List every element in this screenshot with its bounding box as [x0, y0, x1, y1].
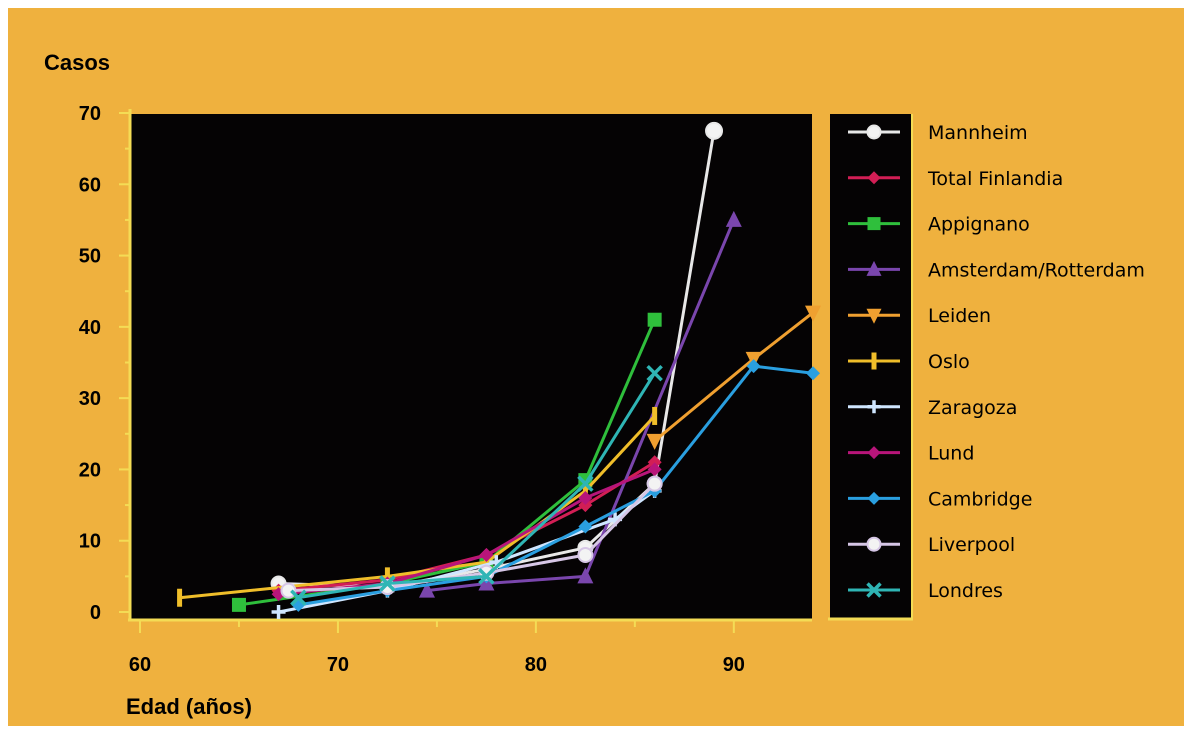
- series-amsterdam-rotterdam: [419, 210, 742, 598]
- data-point: [577, 546, 594, 563]
- legend-label: Mannheim: [928, 122, 1028, 144]
- series-londres: [290, 364, 663, 606]
- legend-label: Appignano: [928, 214, 1030, 236]
- data-point: [280, 582, 297, 599]
- data-point: [271, 605, 286, 619]
- legend-marker: [866, 582, 882, 598]
- legend-item: Leiden: [848, 305, 991, 327]
- x-tick-label: 70: [327, 654, 349, 676]
- plot-area: [131, 114, 812, 619]
- legend-item: Cambridge: [848, 488, 1032, 510]
- y-tick-label: 60: [79, 174, 101, 196]
- data-point: [577, 567, 594, 584]
- data-point: [647, 312, 662, 327]
- legend-label: Oslo: [928, 351, 970, 373]
- legend-marker: [867, 400, 881, 414]
- data-point: [231, 597, 246, 612]
- legend-label: Liverpool: [928, 534, 1015, 556]
- legend-item: Liverpool: [848, 534, 1015, 556]
- legend-item: Zaragoza: [848, 397, 1017, 419]
- series-layer: [177, 121, 821, 619]
- legend-marker: [866, 308, 882, 324]
- legend-label: Lund: [928, 443, 974, 465]
- data-point: [646, 433, 663, 450]
- y-axis-title: Casos: [44, 50, 110, 75]
- series-line: [425, 218, 736, 593]
- legend-label: Londres: [928, 580, 1003, 602]
- y-tick-label: 0: [90, 602, 101, 624]
- legend-item: Mannheim: [848, 122, 1028, 144]
- series-oslo: [177, 406, 658, 607]
- y-tick-label: 70: [79, 103, 101, 125]
- x-tick-label: 90: [723, 654, 745, 676]
- legend-item: Total Finlandia: [848, 168, 1063, 190]
- x-tick-label: 80: [525, 654, 547, 676]
- x-axis-title: Edad (años): [126, 694, 252, 719]
- legend-item: Oslo: [848, 351, 970, 373]
- data-point: [647, 455, 662, 470]
- data-point: [290, 589, 307, 606]
- data-point: [578, 519, 593, 534]
- legend-label: Leiden: [928, 305, 991, 327]
- legend-marker: [866, 260, 882, 276]
- data-point: [746, 359, 761, 374]
- data-point: [647, 462, 662, 477]
- data-point: [725, 210, 742, 227]
- data-point: [646, 364, 663, 382]
- data-point: [479, 547, 494, 562]
- data-point: [652, 406, 658, 425]
- legend-marker: [866, 536, 882, 552]
- data-point: [705, 121, 724, 140]
- legend-item: Appignano: [848, 214, 1030, 236]
- data-point: [805, 305, 821, 322]
- data-point: [478, 568, 495, 585]
- legend-marker: [867, 171, 881, 185]
- y-tick-label: 50: [79, 246, 101, 268]
- legend-panel: [830, 114, 912, 619]
- data-point: [384, 567, 390, 586]
- x-tick-label: 60: [129, 654, 151, 676]
- data-point: [646, 475, 663, 492]
- legend-item: Lund: [848, 443, 974, 465]
- data-point: [582, 481, 588, 500]
- data-point: [578, 490, 593, 505]
- legend-marker: [871, 352, 877, 370]
- data-point: [806, 366, 820, 381]
- data-point: [483, 553, 489, 572]
- legend-label: Cambridge: [928, 488, 1032, 510]
- data-point: [419, 581, 436, 598]
- legend-item: Amsterdam/Rotterdam: [848, 259, 1145, 281]
- y-tick-label: 20: [79, 459, 101, 481]
- y-tick-label: 30: [79, 388, 101, 410]
- legend-label: Total Finlandia: [927, 168, 1063, 190]
- legend-label: Zaragoza: [928, 397, 1017, 419]
- data-point: [577, 475, 594, 492]
- data-point: [379, 575, 396, 592]
- legend-marker: [866, 124, 882, 140]
- legend: Mannheim Total Finlandia Appignano Amsterda…: [828, 114, 1145, 621]
- axes: 0 10 20 30 40 50 60 70 60 70 80 90: [79, 103, 812, 676]
- legend-marker: [867, 217, 881, 231]
- y-tick-label: 10: [79, 531, 101, 553]
- legend-marker: [867, 491, 881, 505]
- legend-label: Amsterdam/Rotterdam: [928, 259, 1145, 281]
- legend-marker: [867, 446, 881, 460]
- data-point: [177, 588, 183, 607]
- legend-item: Londres: [848, 580, 1003, 602]
- y-tick-label: 40: [79, 317, 101, 339]
